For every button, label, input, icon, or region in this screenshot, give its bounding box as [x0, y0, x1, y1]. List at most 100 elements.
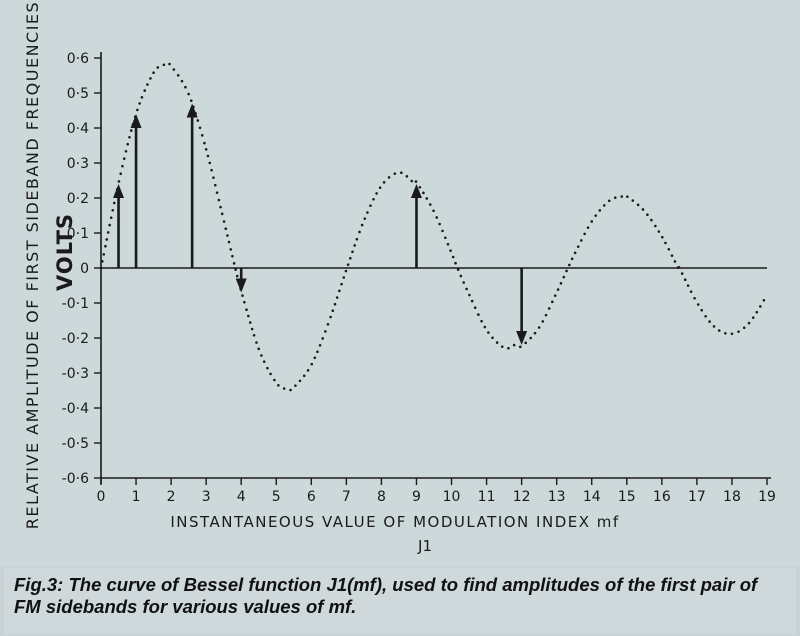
curve-dot	[742, 326, 746, 330]
curve-dot	[547, 307, 551, 310]
curve-dot	[229, 248, 233, 251]
curve-dot	[583, 232, 586, 236]
curve-dot	[631, 199, 635, 202]
curve-dot	[667, 247, 671, 251]
curve-dot	[203, 141, 206, 145]
curve-dot	[234, 268, 237, 271]
curve-dot	[410, 179, 414, 183]
figure-caption: Fig.3: The curve of Bessel function J1(m…	[4, 568, 796, 634]
x-tick-label: 15	[618, 489, 636, 505]
curve-dot	[226, 234, 229, 237]
curve-dot	[366, 211, 369, 214]
curve-dot	[529, 336, 532, 340]
x-tick-label: 11	[478, 489, 496, 505]
curve-dot	[298, 379, 302, 383]
curve-dot	[358, 230, 361, 234]
curve-dot	[99, 266, 103, 270]
curve-dot	[590, 220, 594, 223]
arrow-head	[410, 184, 422, 198]
curve-dot	[210, 168, 213, 172]
curve-dot	[346, 263, 350, 266]
curve-dot	[262, 360, 266, 363]
curve-dot	[250, 327, 254, 331]
x-tick-label: 6	[307, 489, 316, 505]
curve-dot	[444, 236, 447, 240]
amplitude-arrows	[113, 103, 528, 345]
curve-dot	[369, 204, 372, 207]
curve-dot	[620, 195, 624, 198]
x-axis-sublabel: J1	[417, 537, 432, 555]
curve-dot	[338, 289, 341, 293]
x-tick-label: 3	[202, 489, 211, 505]
curve-dot	[282, 387, 286, 390]
y-tick-label: -0·5	[62, 436, 89, 452]
curve-dot	[111, 208, 115, 212]
curve-dot	[378, 186, 382, 189]
curve-dot	[654, 224, 657, 228]
curve-dot	[441, 229, 444, 233]
curve-dot	[149, 77, 152, 80]
y-tick-label: 0·5	[67, 86, 89, 102]
curve-dot	[759, 305, 762, 308]
curve-dot	[573, 251, 577, 255]
curve-dot	[294, 384, 297, 387]
bessel-curve	[99, 62, 766, 392]
curve-dot	[222, 220, 226, 223]
curve-dot	[321, 337, 325, 340]
curve-dot	[518, 345, 522, 349]
curve-dot	[146, 83, 149, 86]
amplitude-arrow	[235, 268, 247, 293]
curve-dot	[677, 265, 681, 269]
curve-dot	[533, 331, 537, 335]
curve-dot	[689, 290, 693, 293]
curve-dot	[342, 276, 346, 279]
x-tick-label: 17	[688, 489, 706, 505]
y-tick-label: 0·2	[67, 191, 89, 207]
amplitude-arrow	[516, 268, 528, 345]
curve-dot	[580, 239, 583, 242]
curve-dot	[594, 214, 598, 217]
curve-dot	[277, 384, 280, 387]
curve-dot	[220, 212, 224, 216]
curve-dot	[360, 223, 364, 227]
curve-dot	[140, 96, 144, 99]
curve-dot	[162, 63, 166, 67]
curve-dot	[227, 240, 231, 244]
curve-dot	[128, 135, 131, 139]
curve-dot	[355, 237, 359, 241]
curve-dot	[273, 378, 276, 382]
curve-dot	[184, 85, 187, 89]
curve-dot	[121, 164, 124, 168]
curve-dot	[129, 129, 133, 132]
curve-dot	[473, 306, 477, 310]
curve-dot	[425, 197, 429, 200]
curve-dot	[219, 205, 222, 209]
curve-dot	[586, 226, 590, 229]
curve-dot	[235, 274, 239, 278]
curve-dot	[462, 281, 466, 284]
x-tick-label: 18	[723, 489, 741, 505]
curve-dot	[567, 263, 571, 267]
x-tick-label: 4	[237, 489, 246, 505]
curve-dot	[200, 134, 204, 137]
curve-dot	[252, 333, 256, 337]
curve-dot	[465, 287, 468, 291]
curve-dot	[112, 201, 116, 205]
curve-dot	[105, 238, 109, 241]
y-tick-label: -0·4	[62, 401, 89, 417]
x-tick-label: 5	[272, 489, 281, 505]
curve-dot	[257, 347, 261, 351]
curve-dot	[660, 235, 664, 239]
curve-dot	[306, 369, 310, 372]
curve-dot	[168, 62, 171, 66]
x-tick-label: 1	[132, 489, 141, 505]
curve-dot	[335, 296, 339, 299]
y-tick-label: -0·2	[62, 331, 89, 347]
curve-dot	[266, 366, 269, 370]
arrow-head	[113, 184, 125, 198]
curve-dot	[451, 255, 455, 259]
curve-dot	[686, 284, 690, 287]
y-tick-label: 0·3	[67, 156, 89, 172]
curve-dot	[500, 345, 504, 348]
x-tick-label: 9	[412, 489, 421, 505]
